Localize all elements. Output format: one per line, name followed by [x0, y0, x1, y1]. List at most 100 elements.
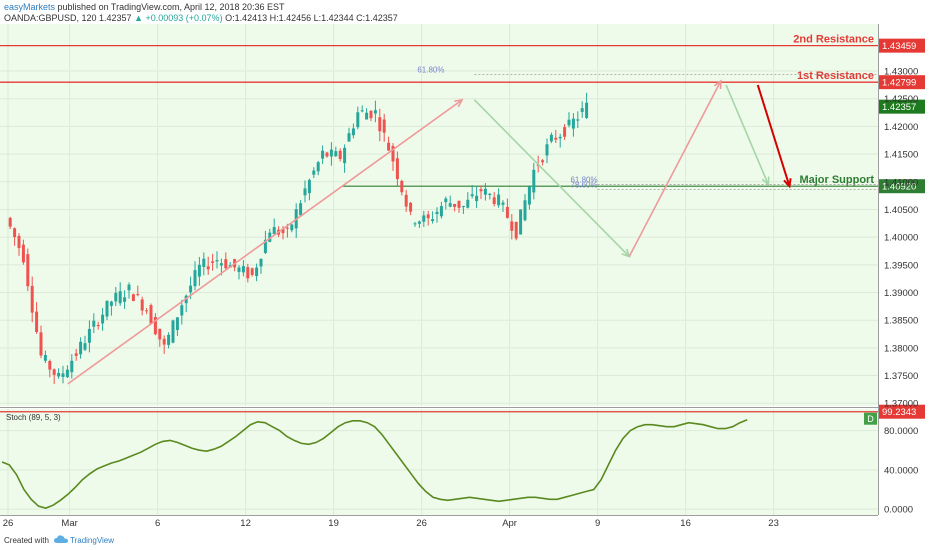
- candle-body: [400, 180, 404, 193]
- candle-body: [118, 291, 122, 304]
- projection-arrow: [756, 84, 791, 187]
- candle-body: [246, 267, 250, 279]
- candle-body: [259, 258, 263, 267]
- candle-body: [131, 294, 135, 301]
- price-tick-label: 1.42000: [884, 122, 918, 133]
- fib-label: 61.80%: [417, 65, 444, 74]
- time-tick-label: 16: [680, 518, 691, 529]
- price-tag-label: 1.43459: [882, 41, 916, 52]
- chart-canvas[interactable]: 2nd Resistance 1.43459 1st Resistance 1.427…: [0, 24, 932, 529]
- current-price-label: 1.42357: [882, 102, 916, 113]
- publish-line: easyMarkets published on TradingView.com…: [4, 2, 285, 12]
- candle-body: [312, 170, 316, 175]
- candle-body: [83, 343, 87, 350]
- uptrend-arrow: [67, 99, 463, 385]
- chart-header: easyMarkets published on TradingView.com…: [0, 0, 932, 24]
- candle-body: [65, 369, 69, 378]
- symbol-text: OANDA:GBPUSD, 120 1.42357: [4, 13, 132, 23]
- candle-body: [241, 266, 245, 273]
- candle-body: [74, 353, 78, 356]
- candle-body: [510, 221, 514, 231]
- stoch-badge: [864, 412, 877, 425]
- candle-body: [461, 206, 465, 208]
- candle-body: [444, 198, 448, 203]
- candle-body: [413, 223, 417, 225]
- ohlc-text: O:1.42413 H:1.42456 L:1.42344 C:1.42357: [225, 13, 398, 23]
- time-tick-label: 9: [595, 518, 600, 529]
- candle-body: [114, 292, 118, 302]
- candle-body: [8, 217, 12, 227]
- candle-body: [360, 110, 364, 112]
- grid-lines: [0, 24, 878, 515]
- price-tick-label: 1.39000: [884, 288, 918, 299]
- candle-body: [488, 193, 492, 195]
- candle-body: [514, 221, 518, 239]
- time-tick-label: 26: [416, 518, 427, 529]
- candle-body: [567, 119, 571, 126]
- candle-body: [571, 118, 575, 129]
- symbol-line: OANDA:GBPUSD, 120 1.42357 ▲ +0.00093 (+0…: [4, 13, 398, 23]
- candle-body: [123, 297, 127, 302]
- candle-body: [127, 284, 131, 291]
- candle-body: [17, 235, 21, 249]
- candle-body: [13, 228, 17, 238]
- candle-body: [61, 373, 65, 377]
- tradingview-cloud-icon: [54, 535, 68, 543]
- rally-arrow: [628, 80, 722, 257]
- time-tick-label: 19: [328, 518, 339, 529]
- candle-body: [378, 117, 382, 132]
- pullback-arrow: [725, 84, 770, 185]
- publisher-name[interactable]: easyMarkets: [4, 2, 56, 12]
- candle-body: [101, 314, 105, 324]
- candle-body: [329, 149, 333, 157]
- time-tick-label: 6: [155, 518, 160, 529]
- stoch-tick-label: 80.0000: [884, 426, 918, 437]
- candle-body: [382, 119, 386, 133]
- candle-body: [395, 158, 399, 180]
- candle-body: [105, 300, 109, 317]
- stochastic-indicator: Stoch (89, 5, 3) D 99.2343: [0, 404, 925, 509]
- candle-body: [334, 151, 338, 157]
- candle-body: [365, 112, 369, 120]
- candle-body: [404, 194, 408, 207]
- candle-body: [48, 361, 52, 370]
- price-tick-label: 1.37000: [884, 399, 918, 410]
- stoch-tag-label: 99.2343: [882, 407, 916, 418]
- tradingview-brand[interactable]: TradingView: [70, 536, 115, 545]
- price-tick-label: 1.38500: [884, 316, 918, 327]
- candle-body: [351, 128, 355, 136]
- candle-body: [52, 369, 56, 375]
- candle-body: [263, 239, 267, 253]
- drawings: [67, 79, 792, 385]
- candle-body: [483, 188, 487, 195]
- candle-body: [373, 110, 377, 114]
- candle-body: [206, 266, 210, 270]
- pullback-arrow-head: [761, 176, 770, 187]
- candle-body: [219, 263, 223, 266]
- candle-body: [426, 214, 430, 219]
- candle-body: [585, 102, 589, 118]
- candle-body: [193, 270, 197, 287]
- price-tag: [879, 179, 925, 194]
- stoch-badge-label: D: [867, 414, 874, 424]
- candle-body: [580, 108, 584, 112]
- candle-body: [43, 354, 47, 361]
- stoch-title: Stoch (89, 5, 3): [6, 413, 61, 422]
- price-tick-label: 1.39500: [884, 260, 918, 271]
- candle-body: [347, 133, 351, 142]
- candle-body: [87, 328, 91, 343]
- candle-body: [505, 206, 509, 218]
- candle-body: [492, 197, 496, 205]
- projection-arrow-head: [783, 178, 792, 189]
- candle-body: [338, 150, 342, 160]
- level-lines: 2nd Resistance 1.43459 1st Resistance 1.427…: [0, 34, 925, 194]
- rally-arrow-head: [713, 79, 722, 90]
- candle-body: [158, 328, 162, 340]
- candle-body: [303, 188, 307, 196]
- candle-body: [417, 221, 421, 224]
- candle-body: [391, 146, 395, 162]
- stoch-tag: [879, 404, 925, 419]
- candle-body: [369, 110, 373, 119]
- candle-body: [285, 227, 289, 229]
